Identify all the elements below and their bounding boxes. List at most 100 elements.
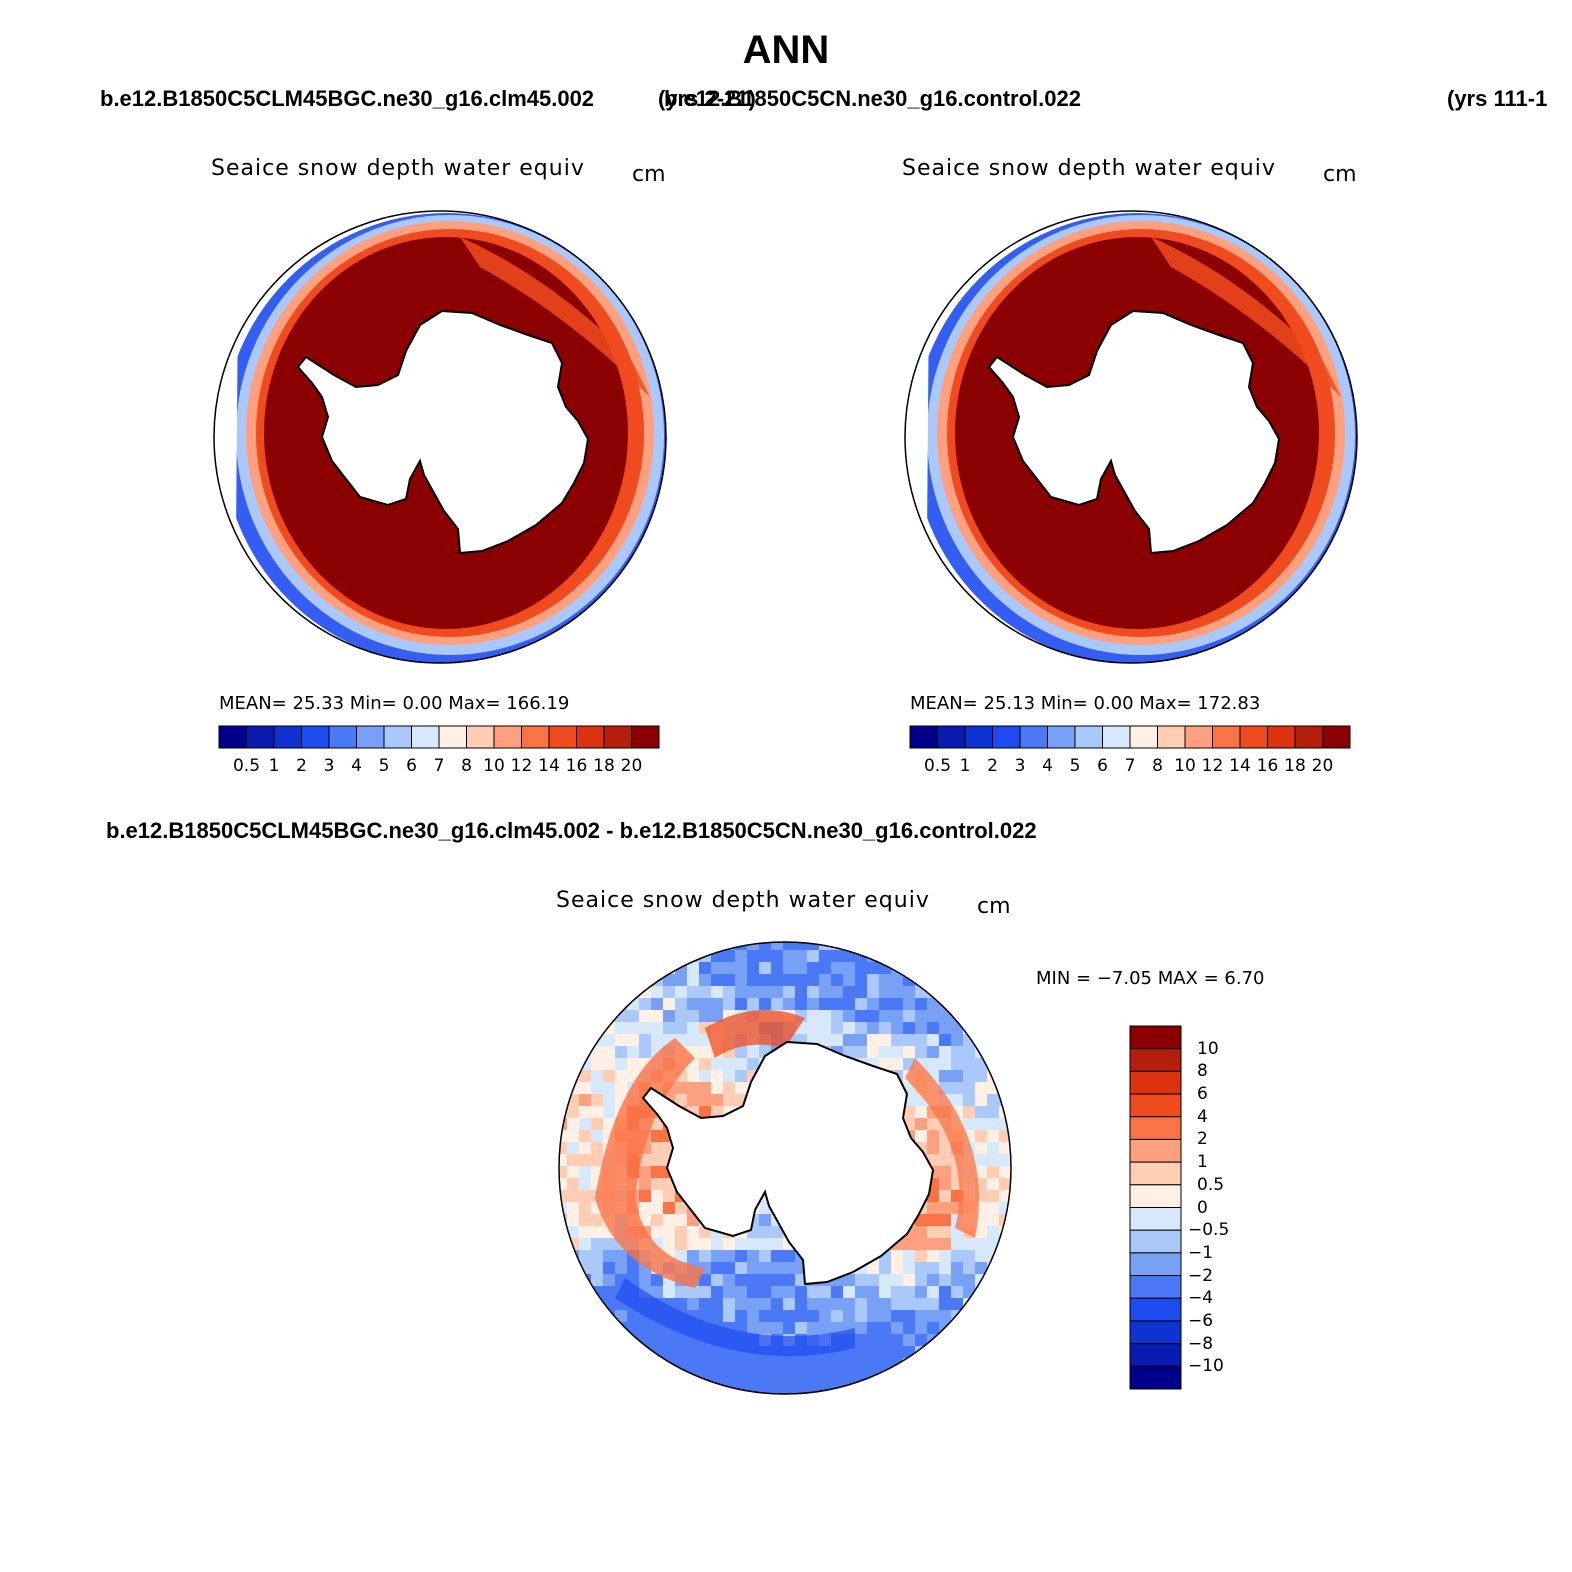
colorbar-box — [1129, 1365, 1182, 1390]
colorbar-label: 0.5 — [232, 756, 261, 776]
colorbar-box — [909, 725, 938, 749]
colorbar-label: −6 — [1188, 1310, 1214, 1331]
colorbar-label: 10 — [483, 756, 505, 776]
colorbar-box — [631, 725, 660, 749]
colorbar-box — [1322, 725, 1351, 749]
colorbar-box — [438, 725, 467, 749]
colorbar-label: 14 — [1229, 756, 1251, 776]
colorbar-box — [576, 725, 605, 749]
colorbar-box — [1129, 725, 1158, 749]
antarctica-coastline — [296, 309, 590, 555]
colorbar-label: −4 — [1188, 1288, 1214, 1309]
panel1-variable: Seaice snow depth water equiv — [211, 156, 585, 181]
panel1-colorbar — [218, 725, 660, 749]
colorbar-label: 7 — [433, 756, 445, 776]
panel2-polar-map — [904, 210, 1358, 664]
colorbar-label: −10 — [1188, 1356, 1224, 1377]
colorbar-label: 5 — [1069, 756, 1081, 776]
colorbar-label: 2 — [987, 756, 998, 776]
colorbar-box — [1047, 725, 1076, 749]
difference-polar-map — [558, 941, 1012, 1395]
colorbar-label: 2 — [296, 756, 307, 776]
colorbar-label: 6 — [406, 756, 417, 776]
panel2-units: cm — [1323, 162, 1357, 187]
colorbar-label: 18 — [593, 756, 615, 776]
colorbar-box — [1267, 725, 1296, 749]
difference-title: b.e12.B1850C5CLM45BGC.ne30_g16.clm45.002… — [106, 818, 1037, 843]
colorbar-label: 10 — [1174, 756, 1196, 776]
colorbar-label: −0.5 — [1188, 1220, 1230, 1241]
colorbar-label: 8 — [1152, 756, 1163, 776]
colorbar-label: 18 — [1284, 756, 1306, 776]
colorbar-box — [1129, 1116, 1182, 1140]
case-b-years: (yrs 111-1 — [1447, 86, 1548, 111]
colorbar-label: 12 — [1201, 756, 1224, 776]
colorbar-label: 14 — [538, 756, 560, 776]
difference-stats: MIN = −7.05 MAX = 6.70 — [1036, 968, 1265, 989]
colorbar-box — [1129, 1161, 1182, 1186]
panel3-variable: Seaice snow depth water equiv — [556, 888, 930, 913]
colorbar-box — [383, 725, 412, 749]
colorbar-label: 20 — [1311, 756, 1334, 776]
colorbar-box — [548, 725, 577, 749]
colorbar-box — [1294, 725, 1323, 749]
colorbar-box — [1239, 725, 1268, 749]
colorbar-label: 10 — [1197, 1038, 1219, 1059]
colorbar-box — [964, 725, 993, 749]
colorbar-box — [1129, 1343, 1182, 1367]
antarctica-coastline — [987, 309, 1281, 555]
colorbar-box — [1129, 1207, 1182, 1231]
colorbar-label: 1 — [959, 756, 971, 776]
colorbar-box — [411, 725, 440, 749]
colorbar-box — [1129, 1252, 1182, 1277]
panel2-variable: Seaice snow depth water equiv — [902, 156, 1276, 181]
main-title: ANN — [742, 28, 830, 72]
colorbar-box — [1019, 725, 1048, 749]
colorbar-box — [521, 725, 550, 749]
case-a-years: (yrs 2-21) — [658, 86, 756, 111]
colorbar-box — [937, 725, 966, 749]
colorbar-box — [1129, 1138, 1182, 1163]
colorbar-box — [1129, 1275, 1182, 1299]
colorbar-box — [1102, 725, 1131, 749]
panel1-units: cm — [632, 162, 666, 187]
case-a-name: b.e12.B1850C5CLM45BGC.ne30_g16.clm45.002 — [100, 86, 595, 111]
colorbar-box — [328, 725, 357, 749]
colorbar-box — [1184, 725, 1213, 749]
colorbar-label: 12 — [510, 756, 533, 776]
colorbar-label: 8 — [461, 756, 472, 776]
colorbar-box — [1129, 1229, 1182, 1254]
colorbar-box — [1129, 1297, 1182, 1322]
colorbar-label: 8 — [1197, 1061, 1208, 1082]
colorbar-box — [1129, 1048, 1182, 1072]
colorbar-box — [1129, 1320, 1182, 1345]
colorbar-label: 7 — [1124, 756, 1136, 776]
colorbar-label: 6 — [1097, 756, 1108, 776]
colorbar-box — [1129, 1070, 1182, 1095]
colorbar-box — [992, 725, 1021, 749]
colorbar-box — [603, 725, 632, 749]
colorbar-label: 3 — [1014, 756, 1026, 776]
colorbar-box — [1074, 725, 1103, 749]
colorbar-box — [493, 725, 522, 749]
colorbar-box — [1212, 725, 1241, 749]
colorbar-label: 6 — [1197, 1084, 1208, 1105]
difference-colorbar — [1129, 1025, 1182, 1390]
colorbar-label: 1 — [268, 756, 280, 776]
colorbar-box — [1129, 1093, 1182, 1118]
colorbar-label: −8 — [1188, 1333, 1214, 1354]
colorbar-label: 2 — [1197, 1129, 1208, 1150]
case-b-name: b.e12.B1850C5CN.ne30_g16.control.022 — [664, 86, 1081, 111]
colorbar-label: 1 — [1197, 1152, 1208, 1173]
colorbar-box — [1129, 1025, 1182, 1050]
colorbar-box — [246, 725, 275, 749]
antarctica-coastline — [641, 1040, 935, 1286]
colorbar-label: 3 — [323, 756, 335, 776]
colorbar-box — [218, 725, 247, 749]
colorbar-box — [356, 725, 385, 749]
colorbar-label: −2 — [1188, 1265, 1214, 1286]
colorbar-label: −1 — [1188, 1242, 1214, 1263]
panel3-units: cm — [977, 894, 1011, 919]
colorbar-box — [1157, 725, 1186, 749]
colorbar-label: 4 — [1042, 756, 1053, 776]
